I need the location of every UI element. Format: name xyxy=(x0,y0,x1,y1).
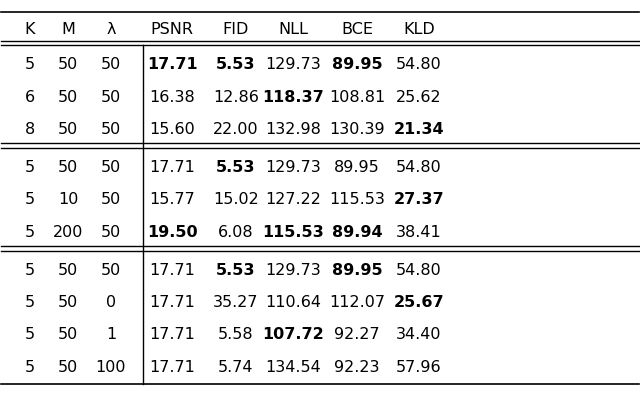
Text: 134.54: 134.54 xyxy=(266,360,321,375)
Text: 50: 50 xyxy=(101,160,121,175)
Text: 107.72: 107.72 xyxy=(262,328,324,342)
Text: 5: 5 xyxy=(25,57,35,72)
Text: 54.80: 54.80 xyxy=(396,160,442,175)
Text: 57.96: 57.96 xyxy=(396,360,442,375)
Text: 8: 8 xyxy=(25,122,35,137)
Text: 5.53: 5.53 xyxy=(216,57,255,72)
Text: 5: 5 xyxy=(25,360,35,375)
Text: 50: 50 xyxy=(101,263,121,278)
Text: 25.62: 25.62 xyxy=(396,90,442,105)
Text: BCE: BCE xyxy=(341,21,373,37)
Text: 50: 50 xyxy=(58,263,79,278)
Text: 16.38: 16.38 xyxy=(149,90,195,105)
Text: 5: 5 xyxy=(25,295,35,310)
Text: 129.73: 129.73 xyxy=(266,160,321,175)
Text: 5: 5 xyxy=(25,328,35,342)
Text: 89.95: 89.95 xyxy=(332,57,382,72)
Text: 50: 50 xyxy=(58,57,79,72)
Text: 15.60: 15.60 xyxy=(149,122,195,137)
Text: 5.53: 5.53 xyxy=(216,263,255,278)
Text: 17.71: 17.71 xyxy=(149,160,195,175)
Text: FID: FID xyxy=(223,21,249,37)
Text: 15.77: 15.77 xyxy=(149,192,195,207)
Text: 89.95: 89.95 xyxy=(332,263,382,278)
Text: 12.86: 12.86 xyxy=(213,90,259,105)
Text: 50: 50 xyxy=(101,192,121,207)
Text: 54.80: 54.80 xyxy=(396,263,442,278)
Text: 50: 50 xyxy=(58,328,79,342)
Text: 89.94: 89.94 xyxy=(332,225,382,240)
Text: 5.58: 5.58 xyxy=(218,328,253,342)
Text: 50: 50 xyxy=(58,160,79,175)
Text: 50: 50 xyxy=(58,360,79,375)
Text: 6: 6 xyxy=(25,90,35,105)
Text: 50: 50 xyxy=(101,122,121,137)
Text: 100: 100 xyxy=(96,360,126,375)
Text: K: K xyxy=(25,21,35,37)
Text: 19.50: 19.50 xyxy=(147,225,198,240)
Text: 92.23: 92.23 xyxy=(334,360,380,375)
Text: 0: 0 xyxy=(106,295,116,310)
Text: 21.34: 21.34 xyxy=(394,122,444,137)
Text: 10: 10 xyxy=(58,192,79,207)
Text: 27.37: 27.37 xyxy=(394,192,444,207)
Text: 1: 1 xyxy=(106,328,116,342)
Text: 17.71: 17.71 xyxy=(149,328,195,342)
Text: KLD: KLD xyxy=(403,21,435,37)
Text: 50: 50 xyxy=(101,225,121,240)
Text: PSNR: PSNR xyxy=(150,21,194,37)
Text: 34.40: 34.40 xyxy=(396,328,442,342)
Text: 5: 5 xyxy=(25,225,35,240)
Text: 50: 50 xyxy=(101,57,121,72)
Text: NLL: NLL xyxy=(278,21,308,37)
Text: 5: 5 xyxy=(25,160,35,175)
Text: 89.95: 89.95 xyxy=(334,160,380,175)
Text: 17.71: 17.71 xyxy=(149,295,195,310)
Text: 38.41: 38.41 xyxy=(396,225,442,240)
Text: 22.00: 22.00 xyxy=(213,122,259,137)
Text: 17.71: 17.71 xyxy=(147,57,198,72)
Text: 6.08: 6.08 xyxy=(218,225,253,240)
Text: 110.64: 110.64 xyxy=(265,295,321,310)
Text: 115.53: 115.53 xyxy=(329,192,385,207)
Text: 5.74: 5.74 xyxy=(218,360,253,375)
Text: 25.67: 25.67 xyxy=(394,295,444,310)
Text: 115.53: 115.53 xyxy=(262,225,324,240)
Text: 130.39: 130.39 xyxy=(329,122,385,137)
Text: 200: 200 xyxy=(53,225,83,240)
Text: M: M xyxy=(61,21,76,37)
Text: 50: 50 xyxy=(58,122,79,137)
Text: 50: 50 xyxy=(58,90,79,105)
Text: λ: λ xyxy=(106,21,116,37)
Text: 5: 5 xyxy=(25,263,35,278)
Text: 35.27: 35.27 xyxy=(213,295,259,310)
Text: 132.98: 132.98 xyxy=(266,122,321,137)
Text: 112.07: 112.07 xyxy=(329,295,385,310)
Text: 127.22: 127.22 xyxy=(266,192,321,207)
Text: 50: 50 xyxy=(58,295,79,310)
Text: 129.73: 129.73 xyxy=(266,263,321,278)
Text: 54.80: 54.80 xyxy=(396,57,442,72)
Text: 5.53: 5.53 xyxy=(216,160,255,175)
Text: 15.02: 15.02 xyxy=(213,192,259,207)
Text: 118.37: 118.37 xyxy=(262,90,324,105)
Text: 92.27: 92.27 xyxy=(334,328,380,342)
Text: 17.71: 17.71 xyxy=(149,360,195,375)
Text: 108.81: 108.81 xyxy=(329,90,385,105)
Text: 17.71: 17.71 xyxy=(149,263,195,278)
Text: 129.73: 129.73 xyxy=(266,57,321,72)
Text: 5: 5 xyxy=(25,192,35,207)
Text: 50: 50 xyxy=(101,90,121,105)
